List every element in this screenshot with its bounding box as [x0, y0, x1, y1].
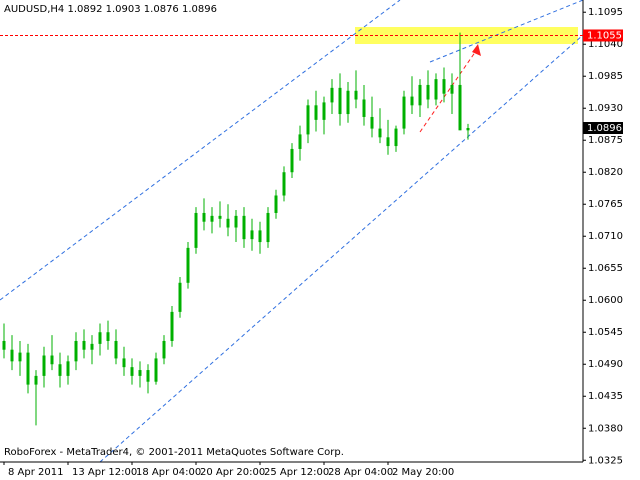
candle-body	[266, 212, 270, 243]
candle-body	[218, 215, 222, 219]
channel-upper	[0, 0, 401, 301]
candle-body	[442, 79, 446, 94]
candle-body	[282, 172, 286, 196]
candle-body	[386, 137, 390, 147]
candle-body	[402, 96, 406, 129]
candle-body	[362, 99, 366, 117]
candle-body	[10, 349, 14, 362]
candle-body	[346, 90, 350, 115]
y-tick-label: 1.0325	[588, 455, 623, 466]
y-tick-label: 1.0820	[588, 167, 623, 178]
x-tick-label: 28 Apr 04:00	[328, 467, 393, 478]
chart-title: AUDUSD,H4 1.0892 1.0903 1.0876 1.0896	[4, 4, 217, 15]
y-tick-label: 1.0435	[588, 391, 623, 402]
y-tick-label: 1.0490	[588, 359, 623, 370]
y-tick-label: 1.0985	[588, 71, 623, 82]
candle-body	[258, 230, 262, 243]
candle-body	[202, 212, 206, 222]
candle-body	[418, 84, 422, 106]
candle-body	[50, 355, 54, 365]
footer: RoboForex - MetaTrader4, © 2001-2011 Met…	[4, 447, 344, 458]
x-tick-label: 18 Apr 04:00	[136, 467, 201, 478]
candle-body	[42, 355, 46, 376]
candle-body	[466, 128, 470, 131]
candle-body	[210, 215, 214, 222]
candle-body	[106, 332, 110, 341]
candle-body	[274, 195, 278, 213]
plot	[2, 32, 470, 426]
candle-body	[226, 218, 230, 228]
candle-body	[26, 352, 30, 385]
x-tick-label: 13 Apr 12:00	[72, 467, 137, 478]
level-label-box	[583, 29, 623, 42]
candle-body	[162, 340, 166, 359]
candle-body	[394, 128, 398, 147]
candle-body	[82, 340, 86, 350]
candle-body	[242, 215, 246, 240]
candle-body	[354, 90, 358, 100]
y-tick-label: 1.0380	[588, 423, 623, 434]
candle-body	[194, 212, 198, 248]
candle-body	[306, 105, 310, 135]
candle-body	[426, 84, 430, 100]
candle-body	[18, 352, 22, 362]
candle-body	[170, 311, 174, 341]
x-tick-label: 8 Apr 2011	[8, 467, 63, 478]
candle-body	[290, 148, 294, 173]
candle-body	[90, 343, 94, 350]
candle-body	[58, 364, 62, 376]
arrow-head	[472, 44, 481, 56]
y-tick-label: 1.1095	[588, 7, 623, 18]
candle-body	[314, 105, 318, 120]
bid-label-box	[583, 122, 623, 135]
y-tick-label: 1.0930	[588, 103, 623, 114]
candle-body	[98, 332, 102, 344]
candle-body	[458, 84, 462, 131]
candle-body	[74, 340, 78, 362]
candle-body	[138, 370, 142, 376]
candle-body	[130, 367, 134, 376]
candle-body	[114, 340, 118, 359]
candle-body	[146, 370, 150, 382]
forecast-arrow	[419, 47, 479, 133]
y-tick-label: 1.0600	[588, 295, 623, 306]
candle-body	[410, 96, 414, 106]
candle-body	[2, 340, 6, 350]
y-tick-label: 1.0710	[588, 231, 623, 242]
bid-label: 1.0896	[587, 123, 622, 134]
candle-body	[450, 84, 454, 94]
y-tick-label: 1.0765	[588, 199, 623, 210]
candle-body	[154, 358, 158, 382]
candle-body	[34, 375, 38, 385]
candle-body	[338, 87, 342, 115]
y-tick-label: 1.0545	[588, 327, 623, 338]
candle-body	[250, 230, 254, 240]
candle-body	[122, 358, 126, 368]
y-tick-label: 1.0655	[588, 263, 623, 274]
level-label: 1.1055	[587, 30, 622, 41]
candle-body	[322, 102, 326, 120]
candle-body	[298, 134, 302, 149]
x-tick-label: 25 Apr 12:00	[264, 467, 329, 478]
x-tick-label: 2 May 20:00	[392, 467, 454, 478]
channel-lower	[99, 34, 584, 463]
candle-body	[434, 79, 438, 100]
y-tick-label: 1.1040	[588, 39, 623, 50]
candle-body	[378, 128, 382, 138]
candle-body	[66, 361, 70, 376]
candle-body	[234, 215, 238, 228]
candle-body	[370, 116, 374, 129]
candle-body	[178, 282, 182, 312]
candle-body	[186, 247, 190, 283]
y-tick-label: 1.0875	[588, 135, 623, 146]
x-tick-label: 20 Apr 20:00	[200, 467, 265, 478]
candle-body	[330, 87, 334, 103]
